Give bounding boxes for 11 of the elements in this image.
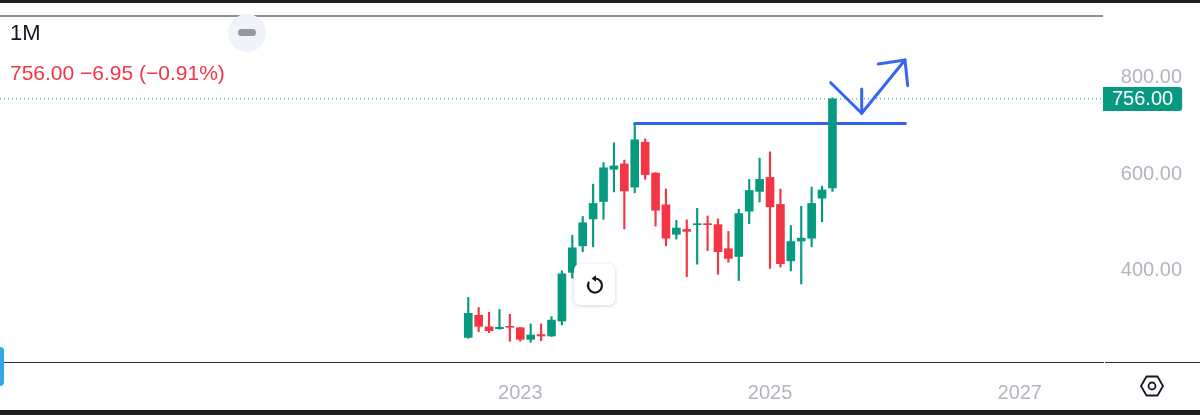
x-tick-label: 2025 <box>747 380 793 403</box>
x-tick-label: 2027 <box>997 380 1042 403</box>
text: 756.00 −6.95 (−0.91%) <box>10 60 225 86</box>
x-tick-label: 2023 <box>498 380 543 403</box>
y-tick-label: 800.00 <box>1120 65 1182 88</box>
ref-line-label: 756.00 <box>1112 87 1174 110</box>
candlestick <box>692 207 702 265</box>
chart-title: 1M <box>10 19 41 47</box>
y-tick-label: 400.00 <box>1120 257 1182 280</box>
y-tick-label: 600.00 <box>1120 161 1182 184</box>
candlestick <box>495 309 504 330</box>
